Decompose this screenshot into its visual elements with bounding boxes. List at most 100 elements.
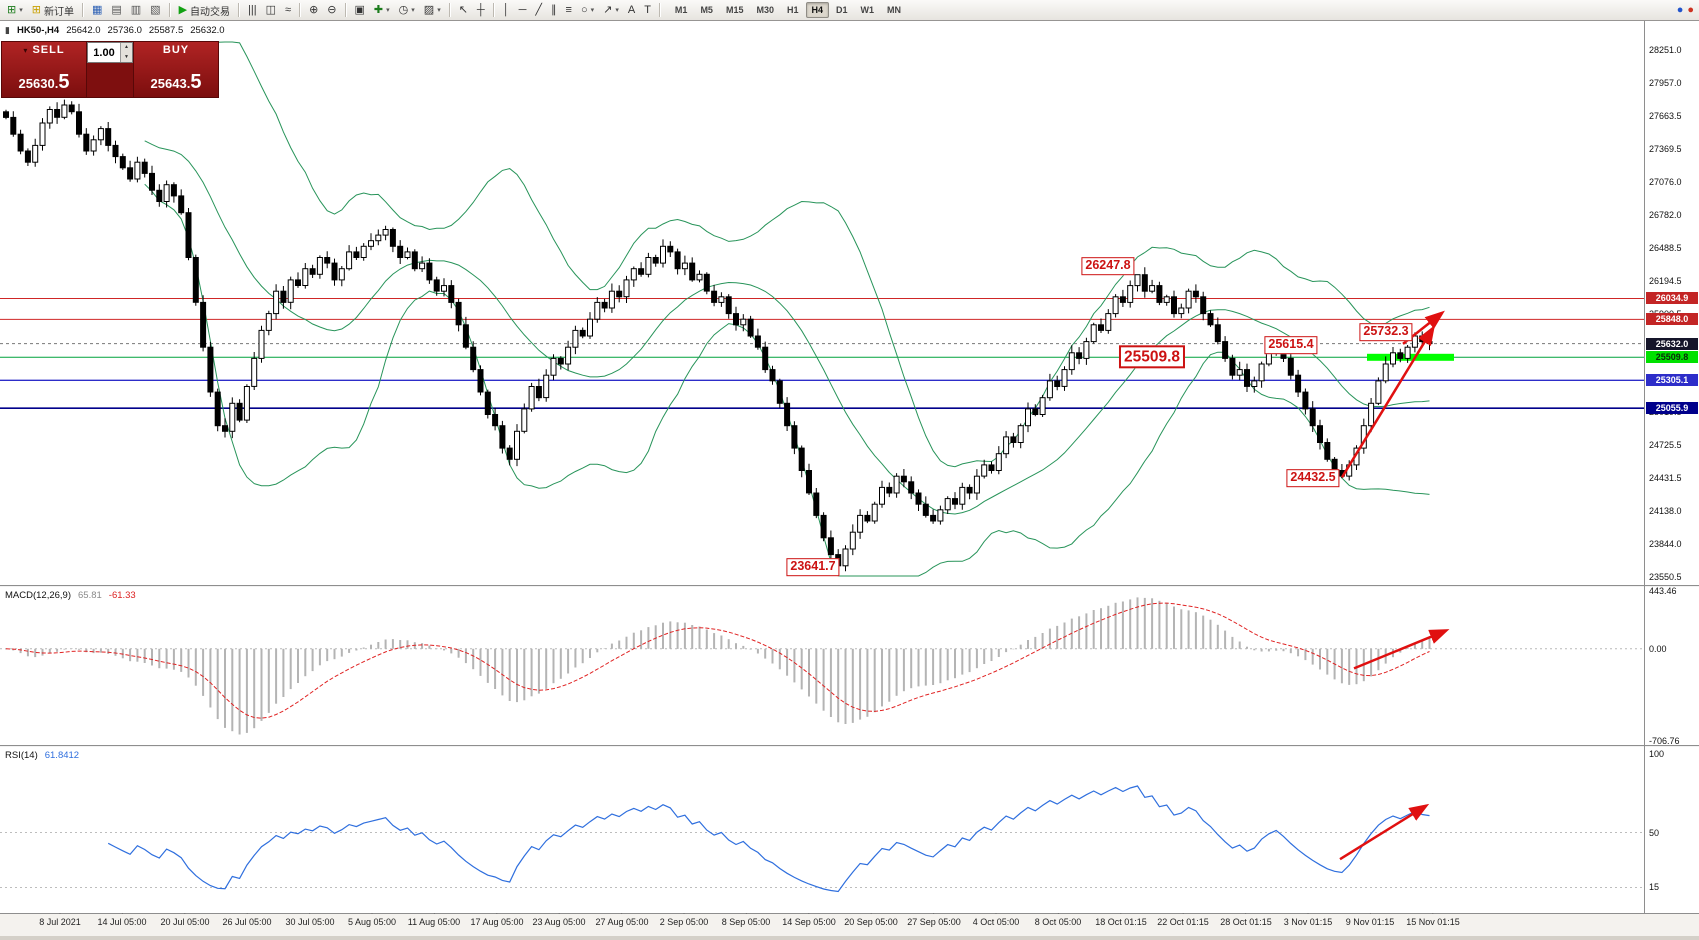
buy-button[interactable]: BUY 25643.5 [133, 42, 218, 97]
dropdown-caret-icon: ▾ [590, 7, 595, 14]
one-click-trading-panel: ▾ SELL 25630.5 ▲ ▼ BUY 25643.5 [1, 41, 219, 98]
chart-stage: ▮ HK50-,H4 25642.0 25736.0 25587.5 25632… [0, 20, 1699, 940]
crosshair-button[interactable]: ┼ [473, 1, 489, 20]
toolbar-separator [299, 3, 302, 17]
price-annotation-24432.5[interactable]: 24432.5 [1286, 469, 1340, 487]
price-badge-25305.1: 25305.1 [1646, 374, 1698, 386]
timeframe-m30-button[interactable]: M30 [756, 5, 774, 15]
alerts-icon[interactable]: ● [1687, 4, 1694, 16]
timeframe-mn-button[interactable]: MN [887, 5, 902, 15]
time-axis-label: 8 Jul 2021 [39, 917, 81, 927]
time-axis-label: 4 Oct 05:00 [972, 917, 1020, 927]
zoom-out-button[interactable]: ⊖ [323, 1, 340, 20]
time-axis-strip [0, 914, 1699, 936]
navigator-button[interactable]: ▥ [127, 1, 145, 20]
auto-trading-button[interactable]: ▶ 自动交易 [175, 1, 234, 20]
terminal-icon: ▧ [150, 3, 161, 16]
timeframe-w1-button[interactable]: W1 [860, 5, 875, 15]
indicators-button[interactable]: ✚ ▾ [370, 1, 394, 20]
new-chart-button[interactable]: ⊞ ▾ [3, 1, 27, 20]
bar-chart-icon: ||| [248, 3, 257, 16]
cursor-button[interactable]: ↖ [455, 1, 472, 20]
volume-box: ▲ ▼ [87, 42, 133, 63]
dropdown-caret-icon: ▾ [411, 7, 415, 14]
timeframe-h4-button[interactable]: H4 [805, 2, 830, 18]
timeframe-m1-button[interactable]: M1 [674, 5, 688, 15]
shapes-icon: ○ [580, 3, 588, 16]
cursor-icon: ↖ [458, 3, 468, 16]
new-order-button-label: 新订单 [43, 6, 74, 18]
channel-button[interactable]: ∥ [547, 1, 561, 20]
volume-up-button[interactable]: ▲ [121, 43, 132, 53]
macd-indicator-label: MACD(12,26,9) 65.81 -61.33 [5, 590, 136, 601]
new-order-button[interactable]: ⊞ 新订单 [28, 1, 78, 20]
price-annotation-25732.3[interactable]: 25732.3 [1359, 323, 1413, 341]
sell-button[interactable]: ▾ SELL 25630.5 [2, 42, 87, 97]
price-annotation-23641.7[interactable]: 23641.7 [786, 558, 840, 576]
arrows-tool-button[interactable]: ↗ ▾ [599, 1, 623, 20]
candlestick-chart-button[interactable]: ◫ [262, 1, 280, 20]
price-axis-tick: 27076.0 [1649, 177, 1682, 187]
price-axis-tick: 27663.5 [1649, 111, 1682, 121]
periods-icon: ◷ [398, 3, 409, 16]
time-axis-label: 22 Oct 01:15 [1157, 917, 1209, 927]
timeframe-h1-button[interactable]: H1 [786, 5, 799, 15]
line-chart-button[interactable]: ≈ [281, 1, 295, 20]
toolbar-separator [448, 3, 451, 17]
price-chart-canvas[interactable] [0, 20, 1699, 940]
price-badge-25632.0: 25632.0 [1646, 338, 1698, 350]
horizontal-line-button[interactable]: ─ [515, 1, 531, 20]
terminal-button[interactable]: ▧ [146, 1, 164, 20]
time-axis-label: 2 Sep 05:00 [659, 917, 709, 927]
text-label-button[interactable]: T [640, 1, 655, 20]
periods-button[interactable]: ◷ ▾ [395, 1, 419, 20]
fibonacci-button[interactable]: ≡ [562, 1, 576, 20]
time-axis-label: 28 Oct 01:15 [1220, 917, 1272, 927]
zoom-out-icon: ⊖ [327, 3, 337, 16]
timeframe-m15-button[interactable]: M15 [725, 5, 744, 15]
macd-axis-tick: 0.00 [1649, 644, 1667, 654]
low-value: 25587.5 [148, 25, 184, 36]
price-badge-26034.9: 26034.9 [1646, 292, 1698, 304]
market-watch-button[interactable]: ▤ [107, 1, 125, 20]
timeframe-m5-button[interactable]: M5 [700, 5, 713, 15]
buy-price: 25643.5 [150, 71, 202, 93]
timeframe-buttons: M1 M5 M15 M30 H1 H4 D1 W1 MN [669, 2, 907, 18]
price-annotation-26247.8[interactable]: 26247.8 [1081, 257, 1135, 275]
templates-button[interactable]: ▨ ▾ [420, 1, 445, 20]
channel-icon: ∥ [551, 3, 557, 16]
trade-panel-collapse-icon[interactable]: ▾ [23, 45, 29, 55]
price-annotation-25509.8[interactable]: 25509.8 [1118, 345, 1186, 369]
macd-histogram [5, 597, 1431, 735]
price-axis-tick: 24138.0 [1649, 506, 1682, 516]
vertical-line-button[interactable]: │ [499, 1, 514, 20]
volume-down-button[interactable]: ▼ [121, 52, 132, 62]
macd-main-value: 65.81 [78, 590, 102, 601]
price-badge-25848.0: 25848.0 [1646, 313, 1698, 325]
tile-windows-button[interactable]: ▣ [351, 1, 369, 20]
rsi-axis-tick: 50 [1649, 828, 1660, 838]
price-axis-tick: 26194.5 [1649, 276, 1682, 286]
dropdown-caret-icon: ▾ [437, 7, 441, 14]
trendline-button[interactable]: ╱ [531, 1, 546, 20]
time-axis-label: 17 Aug 05:00 [470, 917, 524, 927]
community-icon[interactable]: ● [1676, 4, 1684, 16]
time-axis-label: 20 Jul 05:00 [160, 917, 210, 927]
bottom-strip [0, 936, 1699, 940]
zoom-in-button[interactable]: ⊕ [305, 1, 322, 20]
volume-input[interactable] [88, 43, 120, 62]
price-axis-tick: 24725.5 [1649, 440, 1682, 450]
time-axis-label: 8 Oct 05:00 [1034, 917, 1082, 927]
rsi-indicator-label: RSI(14) 61.8412 [5, 750, 79, 761]
profiles-button[interactable]: ▦ [88, 1, 106, 20]
bar-chart-button[interactable]: ||| [244, 1, 261, 20]
time-axis-label: 9 Nov 01:15 [1345, 917, 1395, 927]
timeframe-d1-button[interactable]: D1 [836, 5, 848, 15]
trendline-icon: ╱ [535, 3, 543, 16]
auto-trading-button-label: 自动交易 [190, 6, 231, 18]
shapes-button[interactable]: ○ ▾ [577, 1, 598, 20]
price-annotation-25615.4[interactable]: 25615.4 [1264, 336, 1318, 354]
trade-panel-gap [87, 63, 133, 97]
text-button[interactable]: A [624, 1, 639, 20]
